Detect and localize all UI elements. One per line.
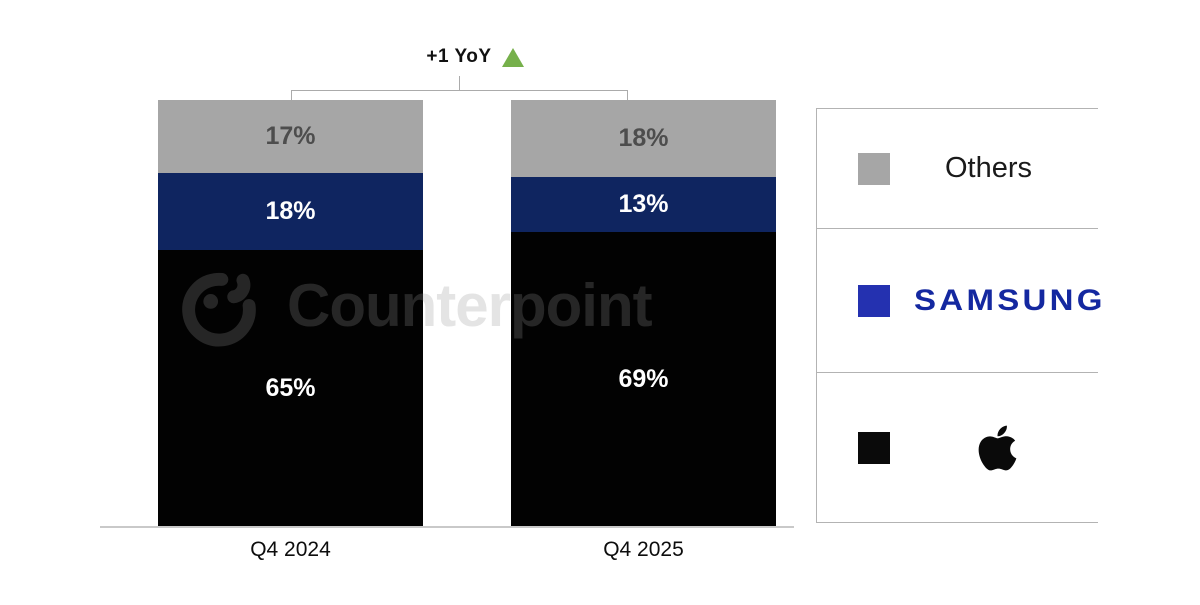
apple-swatch-icon — [858, 431, 890, 464]
segment-value-label: 18% — [618, 124, 669, 152]
bracket-right-tick — [627, 90, 628, 101]
segment-apple: 69% — [511, 232, 776, 527]
segment-value-label: 65% — [265, 374, 316, 402]
segment-value-label: 17% — [265, 122, 316, 150]
stacked-bar-q4-2025: 18% 13% 69% — [511, 100, 776, 527]
samsung-swatch-icon — [858, 284, 890, 317]
x-axis-label-q4-2025: Q4 2025 — [603, 538, 684, 561]
legend-item-samsung: SAMSUNG — [817, 228, 1102, 372]
segment-apple: 65% — [158, 250, 423, 527]
yoy-label: +1 YoY — [426, 46, 492, 67]
segment-others: 17% — [158, 100, 423, 173]
segment-value-label: 18% — [265, 197, 316, 225]
samsung-wordmark: SAMSUNG — [914, 283, 1106, 317]
segment-samsung: 13% — [511, 177, 776, 232]
trend-up-triangle-icon — [501, 47, 524, 67]
x-axis-label-q4-2024: Q4 2024 — [250, 538, 331, 561]
yoy-annotation: +1 YoY — [390, 42, 560, 72]
bracket-center-tick — [459, 76, 460, 91]
segment-value-label: 13% — [618, 190, 669, 218]
segment-others: 18% — [511, 100, 776, 177]
segment-samsung: 18% — [158, 173, 423, 250]
x-axis-line — [100, 526, 794, 528]
legend-item-others: Others — [817, 109, 1098, 228]
stacked-bar-q4-2024: 17% 18% 65% — [158, 100, 423, 527]
legend: Others SAMSUNG — [816, 108, 1102, 523]
legend-label-others: Others — [945, 152, 1033, 184]
legend-item-apple — [817, 372, 1098, 522]
bracket-left-tick — [291, 90, 292, 101]
segment-value-label: 69% — [618, 365, 669, 393]
apple-logo-icon — [978, 425, 1017, 470]
others-swatch-icon — [858, 152, 890, 185]
